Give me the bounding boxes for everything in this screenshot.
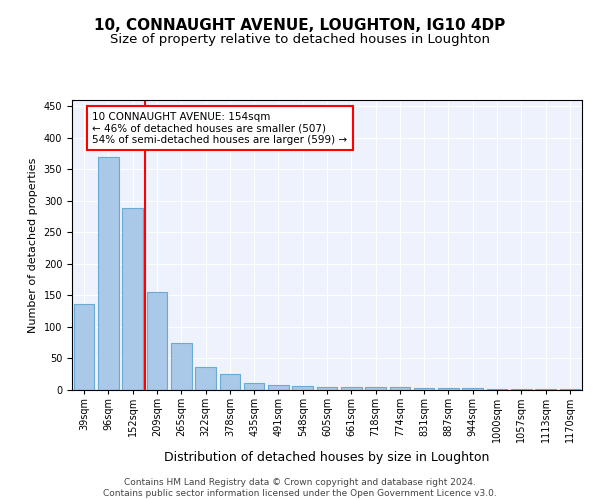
- Bar: [511, 388, 532, 390]
- Text: Contains HM Land Registry data © Crown copyright and database right 2024.
Contai: Contains HM Land Registry data © Crown c…: [103, 478, 497, 498]
- Bar: [365, 388, 386, 390]
- Text: 10, CONNAUGHT AVENUE, LOUGHTON, IG10 4DP: 10, CONNAUGHT AVENUE, LOUGHTON, IG10 4DP: [94, 18, 506, 32]
- Bar: [74, 304, 94, 390]
- Y-axis label: Number of detached properties: Number of detached properties: [28, 158, 38, 332]
- Bar: [195, 366, 216, 390]
- Bar: [122, 208, 143, 390]
- Bar: [146, 292, 167, 390]
- Bar: [438, 388, 459, 390]
- Bar: [171, 342, 191, 390]
- Bar: [463, 388, 483, 390]
- Bar: [487, 388, 508, 390]
- Bar: [414, 388, 434, 390]
- Bar: [389, 388, 410, 390]
- Bar: [292, 386, 313, 390]
- Bar: [341, 388, 362, 390]
- Bar: [98, 156, 119, 390]
- Text: Size of property relative to detached houses in Loughton: Size of property relative to detached ho…: [110, 32, 490, 46]
- Bar: [535, 388, 556, 390]
- Bar: [268, 385, 289, 390]
- Bar: [317, 388, 337, 390]
- X-axis label: Distribution of detached houses by size in Loughton: Distribution of detached houses by size …: [164, 451, 490, 464]
- Bar: [244, 383, 265, 390]
- Text: 10 CONNAUGHT AVENUE: 154sqm
← 46% of detached houses are smaller (507)
54% of se: 10 CONNAUGHT AVENUE: 154sqm ← 46% of det…: [92, 112, 347, 145]
- Bar: [560, 388, 580, 390]
- Bar: [220, 374, 240, 390]
